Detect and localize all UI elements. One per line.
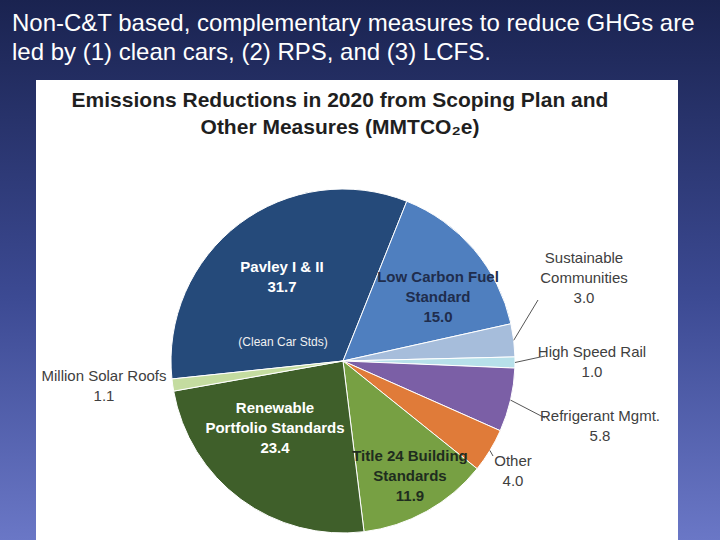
text-line: Title 24 Building bbox=[352, 447, 468, 464]
text-line: Standard bbox=[405, 288, 470, 305]
slice-value: 1.1 bbox=[94, 387, 115, 404]
slice-value: 11.9 bbox=[396, 487, 424, 504]
slice-value: 31.7 bbox=[267, 278, 296, 295]
slice-value: 15.0 bbox=[423, 308, 452, 325]
background bbox=[0, 0, 720, 540]
text-line: Renewable bbox=[236, 399, 314, 416]
slice-value: 4.0 bbox=[503, 472, 524, 489]
pie-slices bbox=[171, 189, 515, 533]
annotation: (Clean Car Stds) bbox=[238, 335, 327, 349]
slice-label: Low Carbon Fuel Standard bbox=[377, 268, 499, 305]
text-line: Portfolio Standards bbox=[205, 419, 344, 436]
slice-value: 5.8 bbox=[590, 427, 611, 444]
data-labels: Pavley I & II 31.7 Low Carbon Fuel Standard… bbox=[41, 249, 660, 504]
pie-slice bbox=[343, 361, 477, 532]
text-line: Other Measures (MMTCO₂e) bbox=[201, 115, 480, 138]
slice-value: 3.0 bbox=[574, 289, 595, 306]
slide-title: Non-C&T based, complementary measures to… bbox=[12, 9, 695, 65]
text-line: Low Carbon Fuel bbox=[377, 268, 499, 285]
text-line: High Speed Rail bbox=[538, 343, 646, 360]
leader-line bbox=[514, 300, 538, 340]
slice-value: 23.4 bbox=[260, 439, 290, 456]
slice-label: Pavley I & II bbox=[240, 258, 323, 275]
text-line: led by (1) clean cars, (2) RPS, and (3) … bbox=[12, 38, 491, 65]
text-line: Other bbox=[494, 452, 532, 469]
slice-label: High Speed Rail bbox=[538, 343, 646, 360]
slice-label: Renewable Portfolio Standards bbox=[205, 399, 344, 436]
text-line: Communities bbox=[540, 269, 628, 286]
slice-label: Refrigerant Mgmt. bbox=[540, 407, 660, 424]
chart-title: Emissions Reductions in 2020 from Scopin… bbox=[72, 88, 609, 138]
text-line: Pavley I & II bbox=[240, 258, 323, 275]
page: {"slide_title": "Non-C&T based, compleme… bbox=[0, 0, 720, 540]
text-line: Sustainable bbox=[545, 249, 623, 266]
chart-panel bbox=[36, 80, 678, 540]
slice-label: Sustainable Communities bbox=[540, 249, 628, 286]
pie-slice bbox=[174, 361, 364, 533]
slice-label: Title 24 Building Standards bbox=[352, 447, 468, 484]
text-line: Non-C&T based, complementary measures to… bbox=[12, 9, 695, 36]
slice-label: Other bbox=[494, 452, 532, 469]
text-line: Emissions Reductions in 2020 from Scopin… bbox=[72, 88, 609, 111]
slice-label: Million Solar Roofs bbox=[41, 367, 166, 384]
slide: Non-C&T based, complementary measures to… bbox=[0, 0, 720, 540]
slice-value: 1.0 bbox=[582, 363, 603, 380]
text-line: Refrigerant Mgmt. bbox=[540, 407, 660, 424]
pie-slice bbox=[343, 324, 515, 361]
pie-slice bbox=[172, 361, 343, 391]
leader-line bbox=[490, 450, 493, 456]
text-line: Million Solar Roofs bbox=[41, 367, 166, 384]
text-line: Standards bbox=[373, 467, 446, 484]
